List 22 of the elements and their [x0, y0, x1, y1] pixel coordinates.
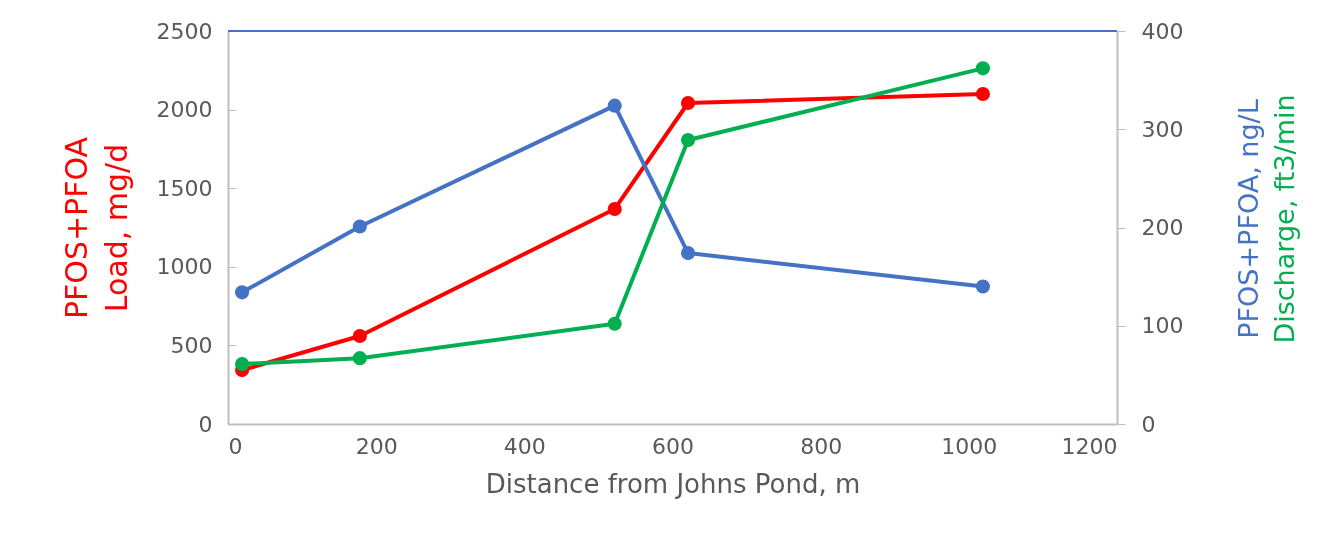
x-tick-label: 1200 [1061, 433, 1118, 459]
y2-tick-label: 400 [1141, 18, 1184, 44]
y-tick-label: 1000 [156, 254, 213, 280]
x-tick-label: 600 [652, 433, 694, 459]
x-tick-label: 1000 [941, 433, 998, 459]
x-tick-label: 200 [355, 433, 398, 459]
x-tick-label: 0 [228, 433, 243, 459]
y2-tick-label: 300 [1141, 116, 1184, 142]
y-tick-label: 0 [198, 411, 213, 437]
y2-tick-label: 0 [1141, 411, 1156, 437]
text: Discharge, ft3/min [1268, 93, 1300, 344]
y-tick-label: 500 [170, 332, 213, 358]
x-tick-label: 800 [800, 433, 843, 459]
y-tick-label: 2500 [156, 18, 213, 44]
y2-tick-label: 100 [1141, 313, 1184, 339]
y-axis-title: PFOS+PFOA Load, mg/d [58, 136, 134, 320]
y-tick-label: 1500 [156, 175, 213, 201]
x-tick-label: 400 [503, 433, 546, 459]
x-axis-title: Distance from Johns Pond, m [485, 468, 861, 499]
y-tick-label: 2000 [156, 97, 213, 123]
text: PFOS+PFOA, ng/L [1232, 98, 1264, 339]
y2-tick-label: 200 [1141, 215, 1184, 240]
